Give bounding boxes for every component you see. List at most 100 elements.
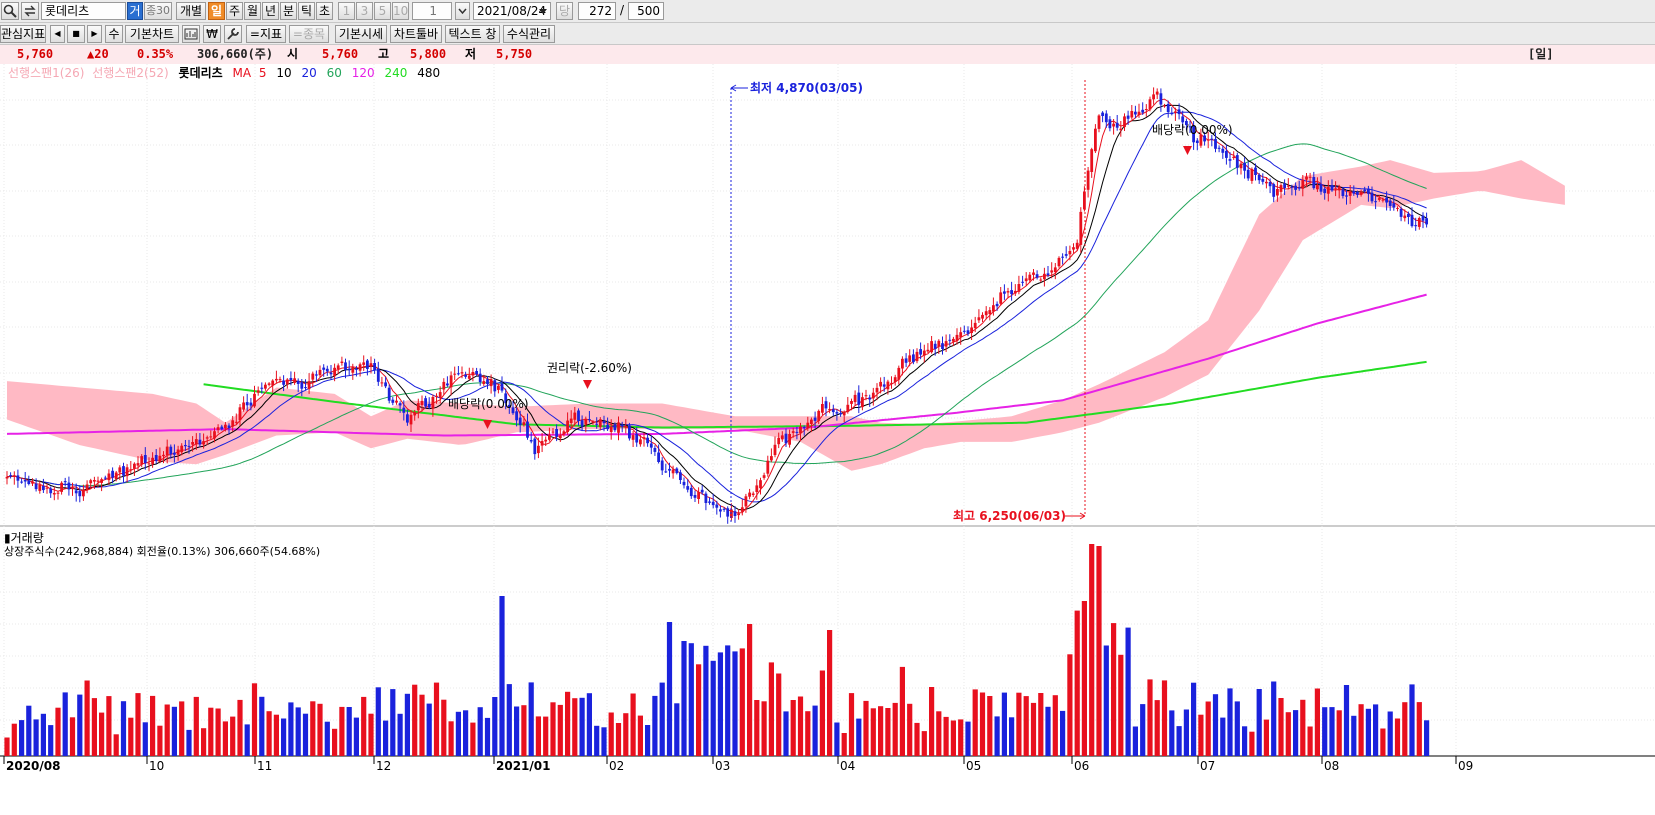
period-tick-button[interactable]: 틱 [298, 2, 315, 20]
candle-body-297 [1086, 170, 1090, 190]
period-month-button[interactable]: 월 [244, 2, 261, 20]
volume-bar-302 [1103, 645, 1109, 756]
candle-body-385 [1407, 213, 1410, 217]
indicator-button[interactable]: =지표 [246, 25, 286, 43]
volume-bar-144 [528, 682, 534, 756]
candle-body-232 [850, 401, 853, 404]
candle-body-21 [82, 489, 85, 497]
period-year-button[interactable]: 년 [262, 2, 279, 20]
candle-body-364 [1330, 185, 1334, 191]
period-minute-button[interactable]: 분 [280, 2, 297, 20]
tab-trade[interactable]: 거 [127, 2, 143, 20]
text-window-button[interactable]: 텍스트 창 [445, 25, 500, 43]
individual-button[interactable]: 개별 [176, 2, 206, 20]
volume-bar-254 [929, 687, 935, 756]
candle-body-75 [278, 379, 282, 381]
candle-body-141 [518, 417, 522, 425]
magnifier-icon[interactable] [1, 2, 19, 20]
candlestick-series [5, 87, 1428, 524]
chart-settings-icon[interactable] [182, 25, 200, 43]
interest-indicator-button[interactable]: 관심지표 [0, 25, 46, 43]
minute-1-button[interactable]: 1 [338, 2, 355, 20]
prev-arrow-button[interactable]: ◀ [50, 25, 65, 43]
volume-bar-388 [1416, 702, 1422, 756]
volume-bar-354 [1293, 710, 1299, 756]
volume-bar-124 [455, 711, 461, 756]
volume-bar-318 [1161, 680, 1168, 756]
ichimoku-cloud [7, 160, 1565, 471]
candle-body-79 [293, 378, 296, 383]
item-button[interactable]: =종목 [289, 25, 329, 43]
volume-bar-126 [463, 710, 469, 756]
volume-bar-226 [827, 630, 833, 756]
candle-body-22 [85, 484, 89, 490]
candle-body-387 [1414, 225, 1418, 227]
candle-body-345 [1261, 178, 1265, 182]
volume-bar-380 [1387, 711, 1393, 756]
volume-bar-304 [1111, 623, 1117, 756]
dang-button[interactable]: 당 [556, 2, 573, 20]
date-select[interactable]: 2021/08/24 [473, 2, 551, 20]
chevron-down-icon[interactable] [455, 2, 470, 20]
next-arrow-button[interactable]: ▶ [87, 25, 102, 43]
candle-body-40 [151, 457, 154, 465]
period-second-button[interactable]: 초 [316, 2, 333, 20]
won-button[interactable]: ₩ [203, 25, 221, 43]
minute-5-button[interactable]: 5 [374, 2, 391, 20]
volume-bar-62 [230, 716, 236, 756]
candle-body-201 [737, 513, 740, 516]
candle-body-110 [406, 414, 409, 423]
volume-bar-116 [426, 703, 432, 756]
candle-body-365 [1334, 188, 1337, 190]
candle-body-24 [93, 480, 96, 482]
candle-body-165 [606, 424, 609, 430]
x-tick-label-6: 03 [715, 759, 730, 773]
chart-toolbar-button[interactable]: 차트툴바 [390, 25, 442, 43]
candle-body-373 [1363, 189, 1367, 192]
candle-body-338 [1235, 155, 1239, 168]
candle-body-81 [300, 382, 304, 389]
volume-bar-250 [914, 722, 920, 756]
high-annotation: 최고 6,250(06/03) [953, 508, 1066, 523]
volume-bar-364 [1329, 707, 1335, 756]
rights-annotation: 권리락(-2.60%) [547, 361, 632, 375]
volume-bar-28 [106, 696, 112, 756]
candle-body-382 [1396, 207, 1399, 209]
candle-body-90 [333, 367, 336, 377]
tab-count[interactable]: 종30 [144, 2, 172, 20]
basic-quote-button[interactable]: 기본시세 [335, 25, 387, 43]
total-input[interactable]: 500 [628, 2, 664, 20]
candle-body-326 [1192, 125, 1195, 143]
ma10-line [6, 104, 1427, 511]
basic-chart-button[interactable]: 기본차트 [125, 25, 179, 43]
minute-10-button[interactable]: 10 [392, 2, 409, 20]
volume-bar-112 [412, 684, 418, 756]
candle-body-55 [205, 437, 209, 439]
candle-body-292 [1068, 251, 1072, 255]
stop-button[interactable]: ■ [67, 25, 85, 43]
candle-body-177 [649, 443, 653, 448]
candle-body-337 [1232, 156, 1236, 158]
candle-body-116 [427, 403, 431, 408]
minute-3-button[interactable]: 3 [356, 2, 373, 20]
legend-ma120: 120 [352, 66, 375, 80]
wrench-icon[interactable] [224, 25, 242, 43]
interval-select[interactable]: 1 [412, 2, 452, 20]
stock-chart[interactable]: 2020/08 10 11 12 2021/01 02 03 04 05 06 07 08 09 선행스… [0, 64, 1655, 815]
volume-bar-36 [135, 693, 141, 756]
candle-body-205 [751, 493, 755, 495]
count-input[interactable]: 272 [578, 2, 616, 20]
swap-icon[interactable] [21, 2, 39, 20]
su-button[interactable]: 수 [105, 25, 123, 43]
candle-body-216 [791, 431, 795, 433]
candle-body-184 [675, 468, 679, 474]
candle-body-86 [318, 369, 322, 376]
x-tick-label-5: 02 [609, 759, 624, 773]
period-week-button[interactable]: 주 [226, 2, 243, 20]
volume-bar-280 [1023, 696, 1029, 756]
price-change: ▲20 [87, 47, 109, 61]
candle-body-310 [1134, 111, 1137, 115]
stock-name-input[interactable]: 롯데리츠 [41, 2, 126, 20]
period-day-button[interactable]: 일 [208, 2, 225, 20]
formula-manage-button[interactable]: 수식관리 [503, 25, 555, 43]
